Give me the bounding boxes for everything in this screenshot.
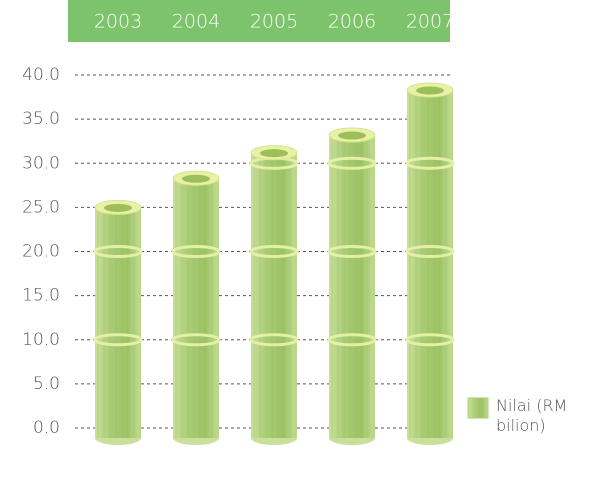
y-tick-label: 10.0 [22,330,60,350]
cylinder-ring [93,333,143,347]
cylinder-ring [405,245,455,258]
cylinder-ring [171,333,221,347]
cylinder-hole [182,174,210,183]
cylinder-hole [260,149,288,158]
bar-texture [407,90,453,438]
bar-texture [251,152,297,438]
y-tick-label: 20.0 [22,242,60,262]
cylinder-ring [249,333,299,347]
cylinder-ring [249,245,299,258]
y-tick-label: 35.0 [22,109,60,129]
cylinder-ring [327,156,377,170]
y-tick-label: 30.0 [22,153,60,173]
y-tick-label: 25.0 [22,197,60,217]
cylinder-hole [416,86,444,95]
bar-texture [329,135,375,438]
cylinder-ring [171,245,221,258]
header-band [68,0,450,42]
cylinder-ring [327,245,377,258]
x-tick-label: 2007 [406,11,454,33]
cylinder-ring [405,333,455,347]
y-tick-label: 0.0 [33,418,60,438]
cylinder-ring [405,156,455,170]
legend-swatch [467,397,489,419]
cylinder-ring [327,333,377,347]
x-tick-label: 2003 [94,11,142,33]
x-tick-label: 2005 [250,11,298,33]
y-tick-label: 15.0 [22,286,60,306]
cylinder-hole [338,131,366,140]
bar-texture [95,207,141,438]
bar-texture [173,178,219,438]
x-tick-label: 2006 [328,11,376,33]
legend-label: Nilai (RM bilion) [496,396,568,435]
cylinder-ring [93,245,143,258]
y-tick-label: 5.0 [33,374,60,394]
x-tick-label: 2004 [172,11,220,33]
y-tick-label: 40.0 [22,65,60,85]
cylinder-hole [104,203,132,212]
